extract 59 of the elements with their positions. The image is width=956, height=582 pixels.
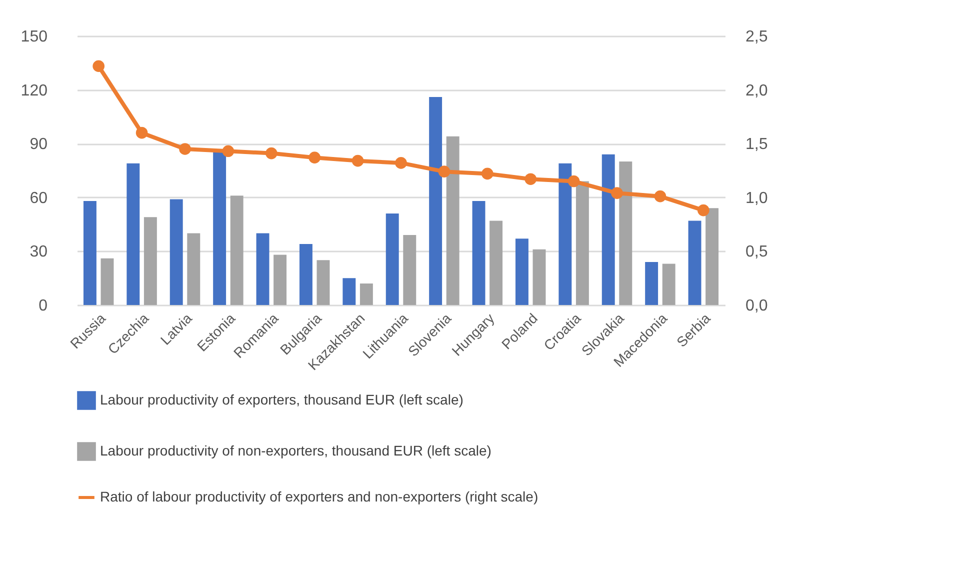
bar bbox=[126, 163, 140, 305]
point bbox=[136, 126, 148, 139]
y2-tick-label: 2,0 bbox=[746, 82, 768, 100]
bar bbox=[662, 264, 676, 305]
bar bbox=[299, 244, 312, 305]
bar bbox=[342, 278, 356, 305]
bar bbox=[532, 249, 546, 305]
point bbox=[611, 187, 623, 199]
bar bbox=[83, 200, 96, 305]
y2-tick-label: 1,0 bbox=[746, 190, 768, 207]
bar bbox=[316, 260, 330, 305]
legend-label: Ratio of labour productivity of exporters and non-exporters (right scale) bbox=[100, 488, 538, 504]
y2-tick-label: 0,5 bbox=[746, 244, 768, 261]
point bbox=[308, 152, 321, 164]
point bbox=[265, 147, 278, 160]
bar bbox=[360, 283, 373, 305]
point bbox=[222, 145, 234, 158]
bar bbox=[100, 258, 114, 305]
y-tick-label: 30 bbox=[30, 244, 48, 261]
legend-label: Labour productivity of non-exporters, thousand EUR (left scale) bbox=[100, 442, 492, 458]
point bbox=[697, 204, 710, 216]
bar bbox=[386, 214, 399, 305]
bar bbox=[256, 233, 270, 305]
bar bbox=[472, 200, 486, 305]
point bbox=[92, 60, 105, 72]
y2-tick-label: 2,5 bbox=[746, 28, 768, 46]
bar bbox=[602, 154, 615, 305]
bar bbox=[688, 220, 702, 305]
y-tick-label: 120 bbox=[20, 82, 48, 100]
bar bbox=[645, 262, 658, 305]
y-tick-label: 60 bbox=[30, 190, 48, 207]
bar bbox=[429, 96, 442, 305]
y-tick-label: 90 bbox=[30, 136, 48, 154]
bar bbox=[230, 196, 244, 305]
bar bbox=[490, 220, 503, 305]
legend-label: Labour productivity of exporters, thousand EUR (left scale) bbox=[100, 392, 464, 408]
point bbox=[179, 143, 191, 155]
bar bbox=[274, 254, 287, 305]
point bbox=[568, 175, 580, 188]
bar bbox=[515, 238, 528, 305]
y2-tick-label: 1,5 bbox=[746, 136, 768, 154]
point bbox=[395, 157, 407, 169]
bar bbox=[619, 162, 632, 305]
bar bbox=[144, 217, 157, 305]
y-tick-label: 0 bbox=[38, 298, 48, 314]
point bbox=[481, 168, 494, 180]
bar bbox=[170, 199, 183, 305]
point bbox=[438, 166, 450, 178]
bar bbox=[446, 136, 460, 305]
point bbox=[352, 154, 364, 167]
bar bbox=[558, 163, 572, 305]
point bbox=[654, 190, 666, 202]
bar bbox=[576, 181, 589, 305]
bar bbox=[706, 208, 719, 305]
bar bbox=[187, 233, 200, 305]
y-tick-label: 150 bbox=[20, 28, 48, 46]
bar bbox=[403, 235, 416, 305]
point bbox=[524, 173, 537, 186]
y2-tick-label: 0,0 bbox=[746, 298, 768, 314]
